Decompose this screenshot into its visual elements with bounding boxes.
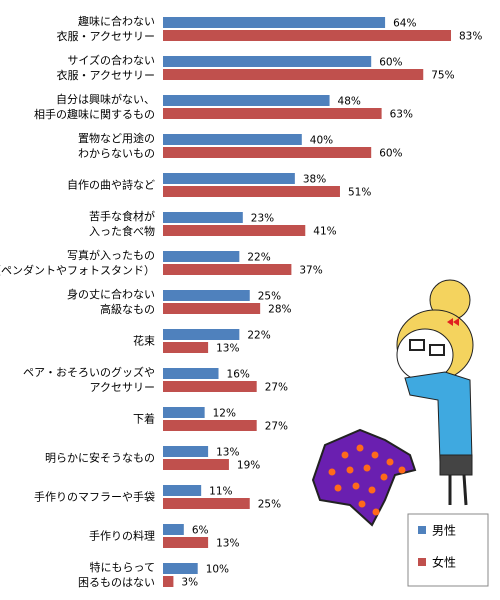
value-label: 11%	[209, 486, 232, 498]
category-label: サイズの合わない 衣服・アクセサリー	[56, 54, 155, 82]
legend-swatch	[418, 558, 426, 566]
category-label: ペア・おそろいのグッズや アクセサリー	[23, 366, 155, 394]
legend-label: 女性	[432, 555, 456, 570]
category-label: 特にもらって 困るものはない	[78, 561, 155, 589]
bar	[163, 56, 372, 67]
bar	[163, 108, 382, 119]
legend-label: 男性	[432, 524, 456, 538]
bar	[163, 498, 250, 509]
bar	[163, 95, 330, 106]
bar	[163, 368, 219, 379]
value-label: 23%	[251, 213, 274, 225]
value-label: 13%	[216, 538, 239, 550]
value-label: 25%	[258, 499, 281, 511]
value-label: 27%	[265, 421, 288, 433]
bar	[163, 264, 292, 275]
bar	[163, 251, 240, 262]
value-label: 22%	[247, 252, 270, 264]
bar	[163, 329, 240, 340]
bar	[163, 563, 198, 574]
bar	[163, 537, 209, 548]
value-label: 27%	[265, 382, 288, 394]
category-label: 置物など用途の わからないもの	[78, 132, 155, 160]
value-label: 22%	[247, 330, 270, 342]
category-label: 写真が入ったもの （ペンダントやフォトスタンド）	[0, 249, 155, 277]
category-label: 自作の曲や詩など	[67, 178, 155, 192]
bar	[163, 485, 202, 496]
value-label: 64%	[393, 18, 416, 30]
bar	[163, 173, 295, 184]
value-label: 60%	[379, 57, 402, 69]
value-label: 3%	[181, 577, 198, 589]
value-label: 60%	[379, 148, 402, 160]
bar	[163, 381, 257, 392]
bar	[163, 212, 243, 223]
value-label: 63%	[390, 109, 413, 121]
legend-swatch	[418, 526, 426, 534]
value-label: 16%	[227, 369, 250, 381]
value-label: 25%	[258, 291, 281, 303]
value-label: 10%	[206, 564, 229, 576]
value-label: 48%	[338, 96, 361, 108]
value-label: 75%	[431, 70, 454, 82]
bar	[163, 459, 229, 470]
bar	[163, 30, 452, 41]
value-label: 51%	[348, 187, 371, 199]
category-label: 花束	[133, 334, 155, 348]
value-label: 41%	[313, 226, 336, 238]
category-label: 手作りのマフラーや手袋	[34, 490, 155, 504]
category-label: 苦手な食材が 入った食べ物	[89, 210, 155, 238]
value-label: 37%	[299, 265, 322, 277]
bar	[163, 524, 184, 535]
bar	[163, 407, 205, 418]
bar	[163, 576, 174, 587]
bar	[163, 303, 261, 314]
category-label: 明らかに安そうなもの	[45, 451, 155, 465]
category-label: 身の丈に合わない 高級なもの	[67, 288, 155, 316]
bar	[163, 17, 386, 28]
bar	[163, 290, 250, 301]
value-label: 12%	[213, 408, 236, 420]
value-label: 13%	[216, 343, 239, 355]
illustration	[311, 279, 474, 527]
bar	[163, 420, 257, 431]
value-label: 13%	[216, 447, 239, 459]
category-label: 趣味に合わない 衣服・アクセサリー	[56, 15, 155, 43]
category-label: 手作りの料理	[89, 529, 155, 543]
value-label: 28%	[268, 304, 291, 316]
value-label: 38%	[303, 174, 326, 186]
bar	[163, 69, 424, 80]
category-label: 下着	[133, 412, 155, 426]
bar	[163, 134, 302, 145]
bar	[163, 147, 372, 158]
value-label: 83%	[459, 31, 482, 43]
bar	[163, 446, 209, 457]
category-label: 自分は興味がない、 相手の趣味に関するもの	[34, 93, 155, 121]
bar	[163, 186, 340, 197]
value-label: 6%	[192, 525, 209, 537]
bar	[163, 225, 306, 236]
bar	[163, 342, 209, 353]
value-label: 19%	[237, 460, 260, 472]
value-label: 40%	[310, 135, 333, 147]
